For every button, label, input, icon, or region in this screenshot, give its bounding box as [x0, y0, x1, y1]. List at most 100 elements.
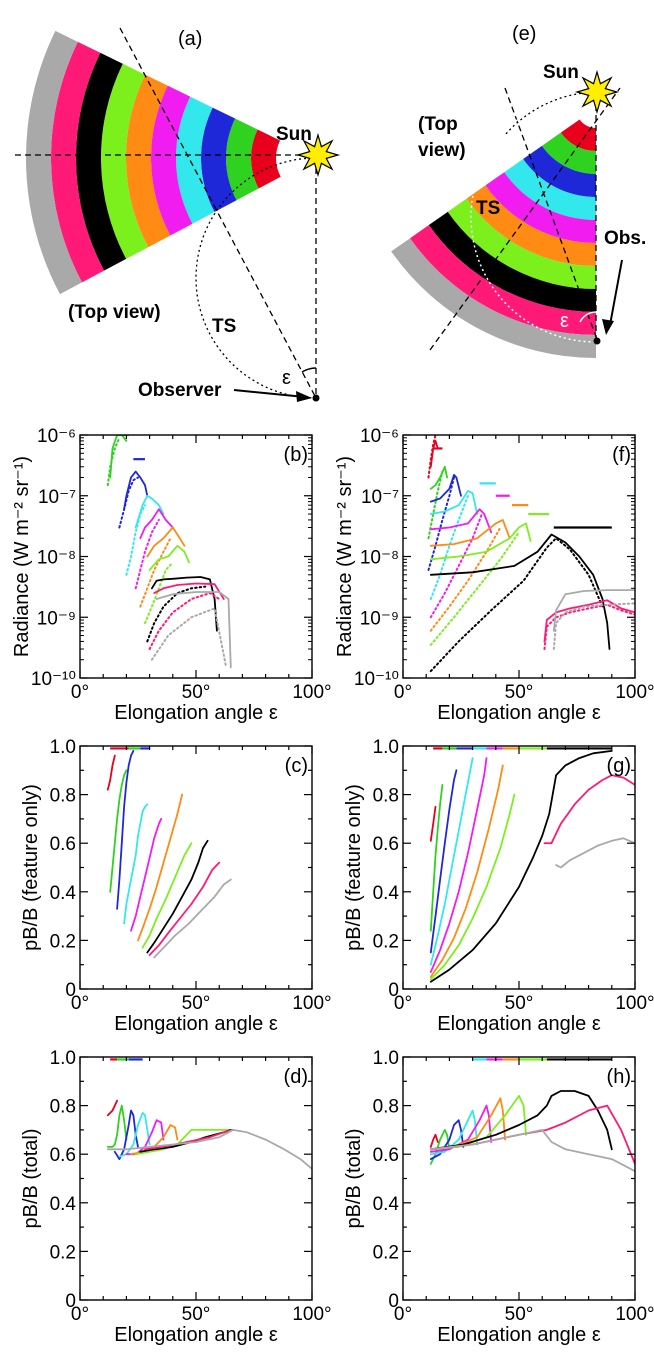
y-tick-label-f-3: 10⁻⁷ [361, 487, 399, 508]
schematic-a: (a) Sun (Top view) TS ε Observer [15, 27, 341, 402]
y-tick-label-c-4: 0.8 [50, 786, 76, 807]
y-axis-label-h: pB/B (total) [343, 1128, 365, 1228]
panel-label-f: (f) [612, 444, 631, 466]
series-line-h-1 [429, 1129, 451, 1165]
series-line-h-7 [429, 1090, 613, 1151]
series-line-f-6 [429, 489, 479, 515]
series-line-c-2 [116, 750, 135, 910]
y-tick-label-f-0: 10⁻¹⁰ [354, 669, 399, 690]
cme-ring-a-6 [100, 63, 149, 259]
series-line-f-11 [429, 526, 502, 632]
series-line-d-6 [134, 1129, 235, 1156]
cme-ring-e-7 [428, 211, 596, 312]
y-axis-label-d: pB/B (total) [20, 1128, 42, 1228]
series-line-f-12 [429, 522, 532, 561]
series-line-b-2 [123, 470, 149, 511]
series-line-c-6 [141, 842, 193, 949]
los-line-e [429, 87, 621, 351]
series-line-c-8 [148, 861, 221, 956]
observer-dot-e [593, 337, 601, 345]
y-tick-label-f-1: 10⁻⁹ [360, 608, 399, 629]
series-line-g-0 [429, 805, 437, 842]
plot-h: 0° 50° 100° 0 0.2 0.4 0.6 0.8 1.0 Elongation angl… [343, 1048, 654, 1346]
series-line-c-0 [106, 754, 116, 791]
cme-ring-a-2 [201, 107, 237, 212]
y-tick-label-d-5: 1.0 [50, 1048, 76, 1069]
series-line-g-5 [429, 764, 504, 978]
x-axis-label-c: Elongation angle ε [114, 1013, 278, 1035]
series-line-h-3 [429, 1109, 479, 1156]
series-line-c-3 [123, 803, 149, 925]
panel-label-b: (b) [284, 444, 308, 466]
cme-ring-a-3 [176, 96, 215, 224]
plot-c: 0° 50° 100° 0 0.2 0.4 0.6 0.8 1.0 Elongation angl… [20, 737, 332, 1035]
series-line-f-16 [543, 599, 635, 643]
y-tick-label-g-3: 0.6 [373, 834, 399, 855]
cme-ring-e-4 [485, 172, 596, 243]
x-tick-label-b-1: 50° [182, 682, 211, 703]
thomson-sphere-a [195, 157, 317, 399]
series-line-f-5 [427, 476, 455, 571]
series-line-d-1 [106, 1104, 128, 1148]
top-view-label-e2: view) [418, 140, 466, 161]
y-tick-label-b-2: 10⁻⁸ [37, 548, 76, 569]
plot-g: 0° 50° 100° 0 0.2 0.4 0.6 0.8 1.0 Elongation angl… [343, 737, 654, 1035]
obs-arrow-e [609, 259, 623, 326]
series-line-b-6 [139, 508, 174, 540]
series-line-d-9 [106, 1129, 312, 1170]
y-axis-label-b: Radiance (W m⁻² sr⁻¹) [11, 456, 33, 657]
x-tick-label-g-1: 50° [505, 993, 534, 1014]
y-tick-label-g-1: 0.2 [373, 931, 399, 952]
series-line-f-3 [427, 470, 444, 540]
y-axis-label-c: pB/B (feature only) [20, 784, 42, 951]
x-axis-label-g: Elongation angle ε [437, 1013, 601, 1035]
x-tick-label-h-0: 0° [394, 1304, 412, 1325]
x-tick-label-d-0: 0° [71, 1304, 89, 1325]
x-axis-label-h: Elongation angle ε [437, 1324, 601, 1346]
epsilon-label-e: ε [560, 310, 569, 332]
obs-arrowhead-e [602, 319, 614, 335]
top-view-label-e1: (Top [418, 114, 458, 135]
series-line-f-7 [429, 494, 469, 600]
series-line-b-3 [118, 476, 139, 529]
x-tick-label-f-0: 0° [394, 682, 412, 703]
series-line-b-15 [148, 592, 221, 650]
x-tick-label-g-0: 0° [394, 993, 412, 1014]
x-tick-label-f-2: 100° [615, 682, 654, 703]
series-group-c [106, 747, 232, 959]
panel-label-a: (a) [178, 28, 202, 50]
panel-label-h: (h) [607, 1066, 631, 1088]
cme-rings-a [26, 30, 281, 295]
series-line-b-13 [146, 585, 207, 643]
series-line-f-15 [429, 537, 604, 673]
series-line-f-1 [427, 435, 437, 479]
y-tick-label-d-0: 0 [65, 1291, 76, 1312]
series-line-c-9 [153, 878, 232, 959]
series-line-f-9 [429, 513, 483, 619]
plot-f: 0° 50° 100° 10⁻¹⁰ 10⁻⁹ 10⁻⁸ 10⁻⁷ 10⁻⁶ Elongation… [334, 426, 654, 724]
ts-label-a: TS [212, 316, 236, 337]
x-tick-label-g-2: 100° [615, 993, 654, 1014]
obs-label-e: Obs. [604, 228, 646, 249]
series-line-g-3 [429, 757, 474, 966]
cme-ring-e-8 [410, 225, 596, 335]
series-line-f-2 [429, 465, 449, 490]
cme-ring-e-5 [466, 185, 596, 266]
cme-rings-e [391, 119, 596, 358]
top-view-label-a: (Top view) [68, 302, 161, 323]
y-tick-label-g-0: 0 [388, 980, 399, 1001]
x-tick-label-c-0: 0° [71, 993, 89, 1014]
epsilon-arc-e [579, 311, 597, 323]
series-line-f-4 [429, 473, 462, 503]
series-line-d-3 [118, 1112, 151, 1158]
y-axis-label-f: Radiance (W m⁻² sr⁻¹) [334, 456, 356, 657]
y-tick-label-h-4: 0.8 [373, 1097, 399, 1118]
y-tick-label-h-3: 0.6 [373, 1145, 399, 1166]
plot-frame-f [402, 434, 636, 679]
series-line-f-0 [429, 439, 439, 468]
series-line-d-0 [106, 1099, 118, 1117]
y-tick-label-f-2: 10⁻⁸ [360, 548, 399, 569]
y-tick-label-d-1: 0.2 [50, 1242, 76, 1263]
x-tick-label-d-1: 50° [182, 1304, 211, 1325]
